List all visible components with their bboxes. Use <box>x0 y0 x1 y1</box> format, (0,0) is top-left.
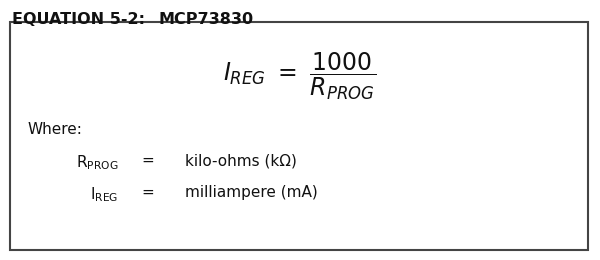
Text: =: = <box>142 185 154 200</box>
Text: $\mathrm{R}_{\mathrm{PROG}}$: $\mathrm{R}_{\mathrm{PROG}}$ <box>76 153 118 172</box>
Text: milliampere (mA): milliampere (mA) <box>185 185 318 200</box>
Text: $\mathit{I}_{REG}\ =\ \dfrac{1000}{R_{PROG}}$: $\mathit{I}_{REG}\ =\ \dfrac{1000}{R_{PR… <box>223 50 377 102</box>
Text: kilo-ohms (kΩ): kilo-ohms (kΩ) <box>185 153 297 168</box>
Text: Where:: Where: <box>28 122 83 137</box>
Text: EQUATION 5-2:: EQUATION 5-2: <box>12 12 145 27</box>
Text: $\mathrm{I}_{\mathrm{REG}}$: $\mathrm{I}_{\mathrm{REG}}$ <box>90 185 118 204</box>
Bar <box>10 22 588 250</box>
Text: =: = <box>142 153 154 168</box>
Text: MCP73830: MCP73830 <box>158 12 253 27</box>
